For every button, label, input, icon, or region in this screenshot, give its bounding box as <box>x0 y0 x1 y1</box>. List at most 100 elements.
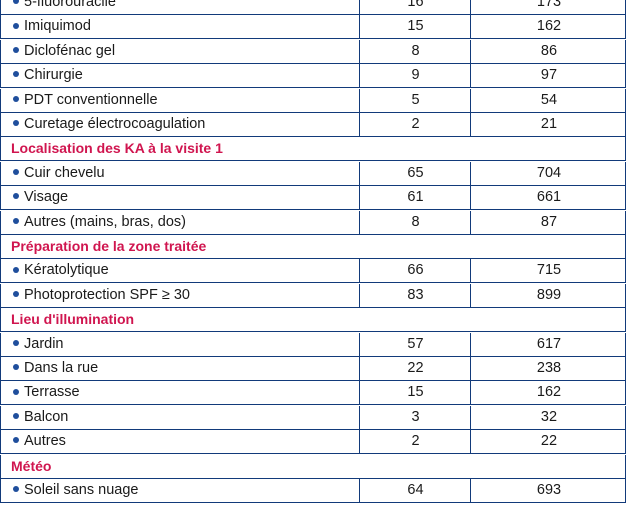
bullet-icon <box>13 266 19 273</box>
count-cell: 15 <box>359 381 471 405</box>
row-label-cell: Dans la rue <box>1 357 359 380</box>
bullet-icon <box>13 388 19 395</box>
row-label-cell: Terrasse <box>1 381 359 404</box>
count-cell: 61 <box>359 186 471 210</box>
table-row: Dans la rue 22 238 <box>0 357 626 381</box>
table-row: Imiquimod 15 162 <box>0 15 627 40</box>
bullet-icon <box>13 95 19 102</box>
value-cell: 22 <box>470 430 627 454</box>
table-row: Kératolytique 66 715 <box>0 259 627 284</box>
table-row: Chirurgie 9 97 <box>0 64 627 89</box>
section-header: Localisation des KA à la visite 1 <box>0 137 626 162</box>
row-label: Soleil sans nuage <box>24 482 139 498</box>
row-label: Jardin <box>24 335 64 352</box>
bullet-icon <box>13 412 19 419</box>
row-label-cell: Diclofénac gel <box>1 40 359 63</box>
value-cell: 97 <box>470 64 627 88</box>
row-label: Curetage électrocoagulation <box>24 116 206 132</box>
value-cell: 86 <box>470 39 627 63</box>
table-row: Visage 61 661 <box>0 186 627 211</box>
bullet-icon <box>13 193 19 200</box>
value-cell: 173 <box>470 0 627 14</box>
bullet-icon <box>13 168 19 175</box>
section-header: Préparation de la zone traitée <box>0 235 626 259</box>
bullet-icon <box>13 22 19 29</box>
row-label-cell: Autres (mains, bras, dos) <box>1 211 359 234</box>
bullet-icon <box>13 217 19 224</box>
table-row: Photoprotection SPF ≥ 30 83 899 <box>0 283 626 308</box>
count-cell: 16 <box>359 0 471 14</box>
row-label-cell: Imiquimod <box>1 15 359 38</box>
row-label: Chirurgie <box>24 67 83 84</box>
table-row: Autres 2 22 <box>0 430 627 455</box>
table-row: PDT conventionnelle 5 54 <box>0 88 627 113</box>
row-label: Kératolytique <box>24 262 109 279</box>
table-row: Cuir chevelu 65 704 <box>0 161 627 186</box>
count-cell: 15 <box>359 15 471 39</box>
row-label-cell: Soleil sans nuage <box>1 479 359 502</box>
count-cell: 83 <box>359 283 471 307</box>
row-label-cell: Photoprotection SPF ≥ 30 <box>1 284 359 307</box>
section-header: Lieu d'illumination <box>0 308 626 333</box>
bullet-icon <box>13 437 19 444</box>
value-cell: 661 <box>470 186 627 210</box>
value-cell: 162 <box>470 381 627 405</box>
value-cell: 87 <box>470 210 627 234</box>
value-cell: 32 <box>470 405 627 429</box>
row-label-cell: Jardin <box>1 333 359 356</box>
value-cell: 704 <box>470 161 627 185</box>
table-row: Jardin 57 617 <box>0 332 627 357</box>
bullet-icon <box>13 486 19 493</box>
value-cell: 54 <box>470 88 627 112</box>
count-cell: 65 <box>359 161 471 185</box>
bullet-icon <box>13 120 19 127</box>
count-cell: 8 <box>359 210 471 234</box>
table-row: 5-fluorouracile 16 173 <box>0 0 626 15</box>
table-row: Autres (mains, bras, dos) 8 87 <box>0 210 627 235</box>
row-label-cell: 5-fluorouracile <box>1 0 359 14</box>
table-row: Soleil sans nuage 64 693 <box>0 479 626 503</box>
count-cell: 57 <box>359 332 471 356</box>
row-label-cell: Curetage électrocoagulation <box>1 113 359 136</box>
count-cell: 3 <box>359 405 471 429</box>
bullet-icon <box>13 364 19 371</box>
count-cell: 2 <box>359 113 471 136</box>
row-label: PDT conventionnelle <box>24 91 158 108</box>
row-label-cell: Kératolytique <box>1 259 359 282</box>
row-label-cell: PDT conventionnelle <box>1 89 359 112</box>
row-label-cell: Visage <box>1 186 359 209</box>
bullet-icon <box>13 339 19 346</box>
row-label: Diclofénac gel <box>24 42 116 59</box>
count-cell: 64 <box>359 479 471 502</box>
row-label: 5-fluorouracile <box>24 0 116 10</box>
row-label-cell: Chirurgie <box>1 64 359 87</box>
value-cell: 693 <box>470 479 627 502</box>
row-label: Autres (mains, bras, dos) <box>24 213 186 230</box>
row-label: Autres <box>24 433 66 450</box>
row-label: Visage <box>24 189 69 206</box>
count-cell: 2 <box>359 430 471 454</box>
value-cell: 162 <box>470 15 627 39</box>
bullet-icon <box>13 46 19 53</box>
table-row: Terrasse 15 162 <box>0 381 627 406</box>
row-label: Cuir chevelu <box>24 164 105 181</box>
section-title: Préparation de la zone traitée <box>11 238 207 254</box>
count-cell: 22 <box>359 357 471 380</box>
row-label: Balcon <box>24 408 69 425</box>
bullet-icon <box>13 290 19 297</box>
section-title: Météo <box>11 457 52 474</box>
row-label: Imiquimod <box>24 18 91 35</box>
row-label-cell: Balcon <box>1 406 359 429</box>
bullet-icon <box>13 71 19 78</box>
section-title: Localisation des KA à la visite 1 <box>11 140 223 157</box>
section-title: Lieu d'illumination <box>11 311 135 328</box>
row-label-cell: Autres <box>1 430 359 453</box>
row-label: Terrasse <box>24 384 80 401</box>
value-cell: 715 <box>470 259 627 283</box>
row-label: Dans la rue <box>24 360 99 376</box>
value-cell: 238 <box>470 357 627 380</box>
bullet-icon <box>13 0 19 5</box>
row-label: Photoprotection SPF ≥ 30 <box>24 286 190 303</box>
value-cell: 617 <box>470 332 627 356</box>
count-cell: 5 <box>359 88 471 112</box>
